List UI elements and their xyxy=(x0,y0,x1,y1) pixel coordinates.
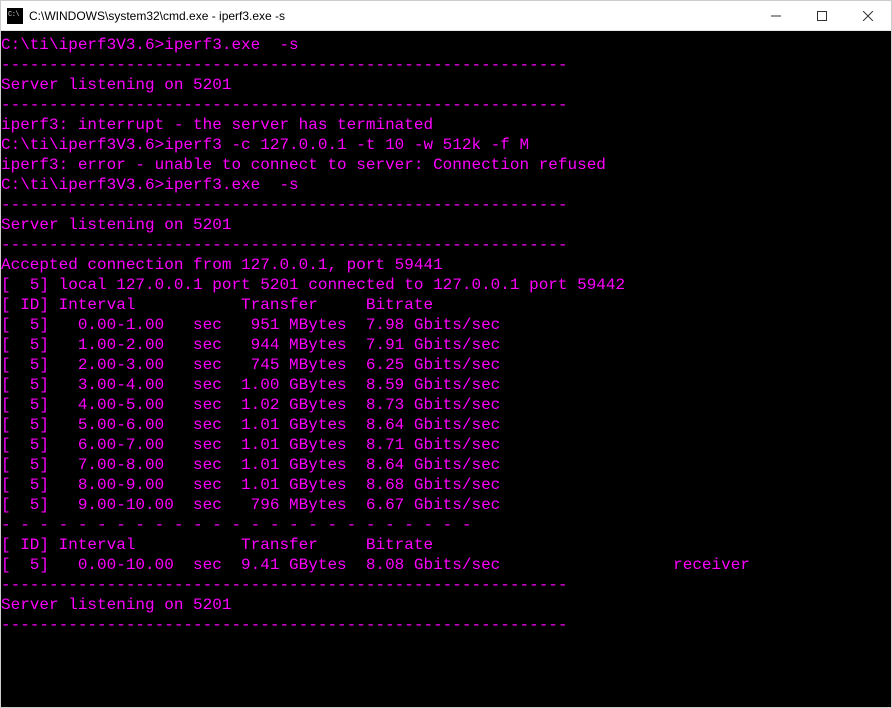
terminal-line: [ 5] 0.00-10.00 sec 9.41 GBytes 8.08 Gbi… xyxy=(1,555,891,575)
window-controls xyxy=(753,1,891,30)
terminal-line: [ ID] Interval Transfer Bitrate xyxy=(1,535,891,555)
terminal-line: [ 5] 8.00-9.00 sec 1.01 GBytes 8.68 Gbit… xyxy=(1,475,891,495)
terminal-line: [ 5] 2.00-3.00 sec 745 MBytes 6.25 Gbits… xyxy=(1,355,891,375)
terminal-line: [ 5] 5.00-6.00 sec 1.01 GBytes 8.64 Gbit… xyxy=(1,415,891,435)
terminal-line: ----------------------------------------… xyxy=(1,575,891,595)
terminal-line: [ 5] 9.00-10.00 sec 796 MBytes 6.67 Gbit… xyxy=(1,495,891,515)
terminal-line: ----------------------------------------… xyxy=(1,235,891,255)
terminal-line: [ 5] 0.00-1.00 sec 951 MBytes 7.98 Gbits… xyxy=(1,315,891,335)
terminal-line: [ 5] 7.00-8.00 sec 1.01 GBytes 8.64 Gbit… xyxy=(1,455,891,475)
terminal-line: [ 5] local 127.0.0.1 port 5201 connected… xyxy=(1,275,891,295)
cmd-window: C:\WINDOWS\system32\cmd.exe - iperf3.exe… xyxy=(0,0,892,708)
titlebar[interactable]: C:\WINDOWS\system32\cmd.exe - iperf3.exe… xyxy=(1,1,891,31)
terminal-line: ----------------------------------------… xyxy=(1,195,891,215)
terminal-line: Server listening on 5201 xyxy=(1,595,891,615)
cmd-icon xyxy=(7,8,23,24)
terminal-output[interactable]: C:\ti\iperf3V3.6>iperf3.exe -s ---------… xyxy=(1,31,891,707)
terminal-line: [ ID] Interval Transfer Bitrate xyxy=(1,295,891,315)
minimize-button[interactable] xyxy=(753,1,799,30)
terminal-line: C:\ti\iperf3V3.6>iperf3 -c 127.0.0.1 -t … xyxy=(1,135,891,155)
terminal-line: C:\ti\iperf3V3.6>iperf3.exe -s xyxy=(1,35,891,55)
terminal-line: [ 5] 4.00-5.00 sec 1.02 GBytes 8.73 Gbit… xyxy=(1,395,891,415)
window-title: C:\WINDOWS\system32\cmd.exe - iperf3.exe… xyxy=(29,9,753,23)
terminal-line: Server listening on 5201 xyxy=(1,215,891,235)
terminal-line: ----------------------------------------… xyxy=(1,55,891,75)
minimize-icon xyxy=(771,11,781,21)
maximize-button[interactable] xyxy=(799,1,845,30)
maximize-icon xyxy=(817,11,827,21)
terminal-line: Accepted connection from 127.0.0.1, port… xyxy=(1,255,891,275)
terminal-line: iperf3: error - unable to connect to ser… xyxy=(1,155,891,175)
terminal-line: iperf3: interrupt - the server has termi… xyxy=(1,115,891,135)
terminal-line: C:\ti\iperf3V3.6>iperf3.exe -s xyxy=(1,175,891,195)
terminal-line: [ 5] 3.00-4.00 sec 1.00 GBytes 8.59 Gbit… xyxy=(1,375,891,395)
terminal-line: ----------------------------------------… xyxy=(1,615,891,635)
terminal-line: [ 5] 6.00-7.00 sec 1.01 GBytes 8.71 Gbit… xyxy=(1,435,891,455)
terminal-line: Server listening on 5201 xyxy=(1,75,891,95)
terminal-line: - - - - - - - - - - - - - - - - - - - - … xyxy=(1,515,891,535)
terminal-line: ----------------------------------------… xyxy=(1,95,891,115)
close-icon xyxy=(863,11,873,21)
close-button[interactable] xyxy=(845,1,891,30)
terminal-line: [ 5] 1.00-2.00 sec 944 MBytes 7.91 Gbits… xyxy=(1,335,891,355)
